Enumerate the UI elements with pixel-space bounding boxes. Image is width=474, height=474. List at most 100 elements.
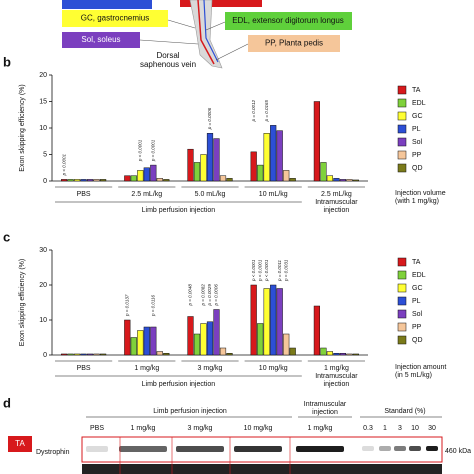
bar xyxy=(193,333,201,356)
y-tick-label: 20 xyxy=(39,72,47,79)
bar xyxy=(339,179,346,182)
blot-header: injection xyxy=(312,409,338,416)
standard-label: 10 xyxy=(411,425,419,432)
bar xyxy=(67,353,74,356)
legend-label: Sol xyxy=(412,139,423,146)
section-label: Intramuscular xyxy=(315,373,358,380)
bar xyxy=(313,305,320,356)
vein-label: saphenous vein xyxy=(140,60,196,69)
lane-label: 10 mg/kg xyxy=(244,425,273,432)
legend-label: QD xyxy=(412,165,423,172)
p-value: p < 0.0001 xyxy=(61,154,66,177)
bar xyxy=(67,179,74,182)
y-tick-label: 10 xyxy=(39,317,47,324)
p-value: p = 0.0048 xyxy=(188,284,193,307)
label-box xyxy=(180,0,262,7)
pointer xyxy=(139,39,199,45)
bar xyxy=(257,323,264,356)
pointer xyxy=(205,21,226,31)
p-value: p < 0.0001 xyxy=(257,259,262,282)
x-tick-label: 1 mg/kg xyxy=(134,365,159,372)
bar xyxy=(193,162,201,182)
x-tick-label: 2.5 mL/kg xyxy=(131,191,162,198)
diagram: GC, gastrocnemius EDL, extensor digitoru… xyxy=(62,0,352,69)
p-value: p < 0.0001 xyxy=(264,259,269,282)
legend-swatch xyxy=(397,150,407,160)
lane-label: 1 mg/kg xyxy=(308,425,333,432)
bar xyxy=(206,133,214,182)
x-tick-label: 2.5 mL/kg xyxy=(321,191,352,198)
legend-label: GC xyxy=(412,113,423,120)
legend-label: EDL xyxy=(412,272,426,279)
x-tick-label: 10 mL/kg xyxy=(259,191,288,198)
x-axis-label: (in 5 mL/kg) xyxy=(395,372,432,379)
panel-label: c xyxy=(3,229,10,244)
bar xyxy=(352,353,359,356)
bar xyxy=(320,347,327,356)
y-tick-label: 0 xyxy=(43,178,47,185)
bar xyxy=(333,353,340,356)
section-label: Limb perfusion injection xyxy=(142,207,216,214)
bar xyxy=(250,151,257,182)
y-tick-label: 10 xyxy=(39,125,47,132)
vein xyxy=(203,0,219,63)
band xyxy=(426,446,438,451)
legend-label: GC xyxy=(412,285,423,292)
bar xyxy=(61,179,68,182)
edl-label: EDL, extensor digitorum longus xyxy=(232,16,344,25)
bar xyxy=(313,101,320,182)
p-value: p = 0.0006 xyxy=(214,284,219,307)
bar xyxy=(352,179,359,182)
p-value: p = 0.0165 xyxy=(264,99,269,122)
legend-label: Sol xyxy=(412,311,423,318)
legend-label: PL xyxy=(412,298,421,305)
bar xyxy=(276,130,283,182)
band xyxy=(362,446,374,451)
bar xyxy=(226,178,233,182)
bar xyxy=(326,175,333,182)
x-tick-label: 1 mg/kg xyxy=(324,365,349,372)
p-value: p < 0.0001 xyxy=(137,139,142,162)
bar xyxy=(93,179,100,182)
gc-label: GC, gastrocnemius xyxy=(81,14,149,23)
lane-label: PBS xyxy=(90,425,104,432)
band xyxy=(394,446,406,451)
bar xyxy=(143,167,150,182)
bar xyxy=(270,125,277,182)
lane-label: 3 mg/kg xyxy=(188,425,213,432)
p-value: p = 0.0137 xyxy=(124,294,129,317)
bar xyxy=(213,138,220,182)
p-value: p < 0.0001 xyxy=(251,259,256,282)
band xyxy=(176,446,224,452)
bar xyxy=(100,179,107,182)
bar xyxy=(187,148,194,182)
y-tick-label: 0 xyxy=(43,352,47,359)
legend-label: QD xyxy=(412,337,423,344)
legend-swatch xyxy=(397,296,407,306)
panel-label: d xyxy=(3,395,11,410)
section-label: Limb perfusion injection xyxy=(142,381,216,388)
standard-label: 30 xyxy=(428,425,436,432)
bar xyxy=(80,179,87,182)
bar xyxy=(263,133,270,182)
bar xyxy=(219,175,227,182)
standard-label: 3 xyxy=(398,425,402,432)
y-tick-label: 15 xyxy=(39,98,47,105)
bar xyxy=(333,178,340,182)
y-tick-label: 30 xyxy=(39,247,47,254)
bar xyxy=(289,347,296,356)
p-value: p = 0.0006 xyxy=(207,107,212,130)
bar xyxy=(200,154,207,182)
bar xyxy=(250,284,257,356)
section-label: injection xyxy=(324,207,350,214)
legend-label: PP xyxy=(412,324,422,331)
standard-label: 0.3 xyxy=(363,425,373,432)
blot-strip xyxy=(82,464,442,474)
p-value: p = 0.0116 xyxy=(150,294,155,317)
p-value: p = 0.0001 xyxy=(150,139,155,162)
band xyxy=(86,446,108,452)
vein-label: Dorsal xyxy=(156,51,179,60)
p-value: p = 0.0012 xyxy=(251,99,256,122)
bar xyxy=(187,316,194,356)
bar xyxy=(130,337,137,356)
